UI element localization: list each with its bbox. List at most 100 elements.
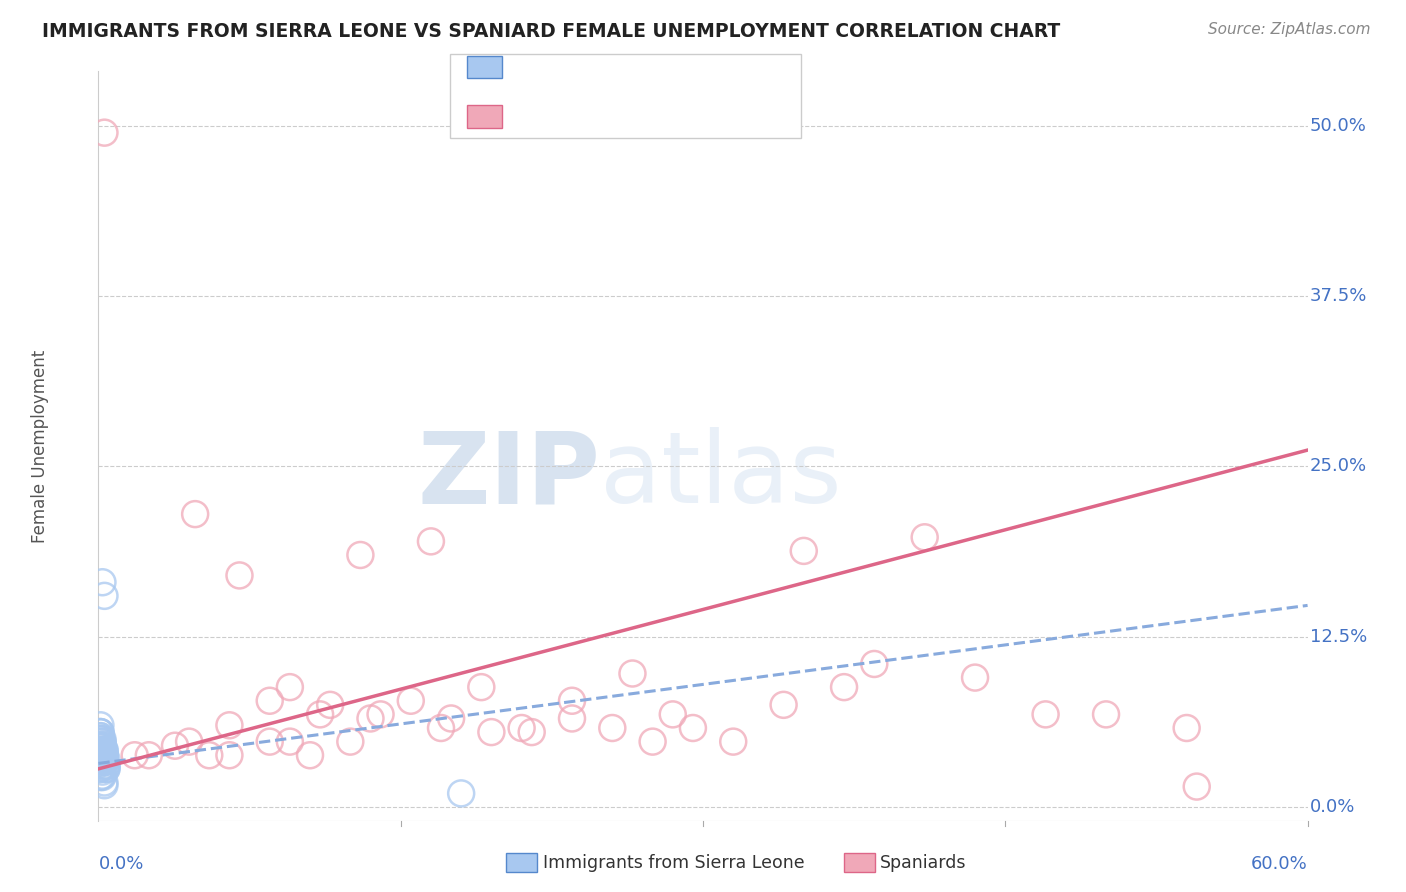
Point xyxy=(278,680,301,694)
Point xyxy=(163,739,186,753)
Point xyxy=(93,778,115,792)
Point xyxy=(96,759,118,773)
Point xyxy=(89,762,111,776)
Point xyxy=(91,734,114,748)
Point xyxy=(1095,707,1118,722)
Point xyxy=(319,698,342,712)
Point xyxy=(91,748,114,763)
Point xyxy=(309,707,332,722)
Point xyxy=(93,754,115,768)
Point xyxy=(299,748,322,763)
Point xyxy=(91,746,114,760)
Point xyxy=(91,740,114,755)
Point xyxy=(339,734,361,748)
Point xyxy=(91,748,114,763)
Point xyxy=(93,748,115,763)
Text: Source: ZipAtlas.com: Source: ZipAtlas.com xyxy=(1208,22,1371,37)
Text: Female Unemployment: Female Unemployment xyxy=(31,350,49,542)
Point xyxy=(96,759,118,773)
Point xyxy=(863,657,886,671)
Point xyxy=(520,725,543,739)
Point xyxy=(914,530,936,544)
Point xyxy=(91,731,114,746)
Point xyxy=(450,786,472,800)
Point xyxy=(370,707,392,722)
Point xyxy=(179,734,201,748)
Point xyxy=(89,740,111,755)
Point xyxy=(91,748,114,763)
Point xyxy=(89,725,111,739)
Point xyxy=(641,734,664,748)
Point xyxy=(661,707,683,722)
Point xyxy=(184,507,207,521)
Point xyxy=(93,751,115,765)
Point xyxy=(93,126,115,140)
Text: Immigrants from Sierra Leone: Immigrants from Sierra Leone xyxy=(543,854,804,871)
Point xyxy=(93,746,115,760)
Point xyxy=(93,751,115,765)
Point xyxy=(89,729,111,743)
Point xyxy=(470,680,492,694)
Text: Spaniards: Spaniards xyxy=(880,854,967,871)
Point xyxy=(89,746,111,760)
Point xyxy=(89,739,111,753)
Point xyxy=(228,568,250,582)
Point xyxy=(89,718,111,732)
Point xyxy=(89,731,111,746)
Point xyxy=(561,711,583,725)
Point xyxy=(430,721,453,735)
Point xyxy=(349,548,371,562)
Point xyxy=(965,671,987,685)
Point xyxy=(91,734,114,748)
Text: 0.0%: 0.0% xyxy=(98,855,143,872)
Point xyxy=(832,680,855,694)
Point xyxy=(89,756,111,771)
Point xyxy=(259,734,281,748)
Point xyxy=(510,721,533,735)
Text: 12.5%: 12.5% xyxy=(1310,628,1367,646)
Point xyxy=(96,762,118,776)
Point xyxy=(93,755,115,769)
Point xyxy=(91,575,114,590)
Point xyxy=(91,751,114,765)
Text: ZIP: ZIP xyxy=(418,427,600,524)
Point xyxy=(93,748,115,763)
Text: IMMIGRANTS FROM SIERRA LEONE VS SPANIARD FEMALE UNEMPLOYMENT CORRELATION CHART: IMMIGRANTS FROM SIERRA LEONE VS SPANIARD… xyxy=(42,22,1060,41)
Text: 60.0%: 60.0% xyxy=(1251,855,1308,872)
Point xyxy=(96,752,118,766)
Point xyxy=(621,666,644,681)
Point xyxy=(124,748,146,763)
Point xyxy=(91,748,114,763)
Point xyxy=(561,694,583,708)
Point xyxy=(89,743,111,757)
Text: 50.0%: 50.0% xyxy=(1310,117,1367,135)
Point xyxy=(89,770,111,784)
Point xyxy=(93,754,115,768)
Point xyxy=(91,737,114,751)
Point xyxy=(1035,707,1057,722)
Point xyxy=(93,775,115,789)
Point xyxy=(1185,780,1208,794)
Point xyxy=(91,746,114,760)
Point xyxy=(89,725,111,739)
Point xyxy=(772,698,794,712)
Point xyxy=(93,589,115,603)
Point xyxy=(96,762,118,776)
Point xyxy=(91,743,114,757)
Point xyxy=(138,748,160,763)
Text: 37.5%: 37.5% xyxy=(1310,287,1368,305)
Point xyxy=(682,721,704,735)
Point xyxy=(218,748,240,763)
Point xyxy=(93,755,115,769)
Point xyxy=(360,711,382,725)
Point xyxy=(89,740,111,755)
Text: R = 0.449   N = 47: R = 0.449 N = 47 xyxy=(509,108,679,126)
Point xyxy=(93,757,115,772)
Point xyxy=(91,770,114,784)
Point xyxy=(91,737,114,751)
Point xyxy=(91,769,114,783)
Text: atlas: atlas xyxy=(600,427,842,524)
Point xyxy=(793,544,815,558)
Point xyxy=(89,731,111,746)
Point xyxy=(93,755,115,769)
